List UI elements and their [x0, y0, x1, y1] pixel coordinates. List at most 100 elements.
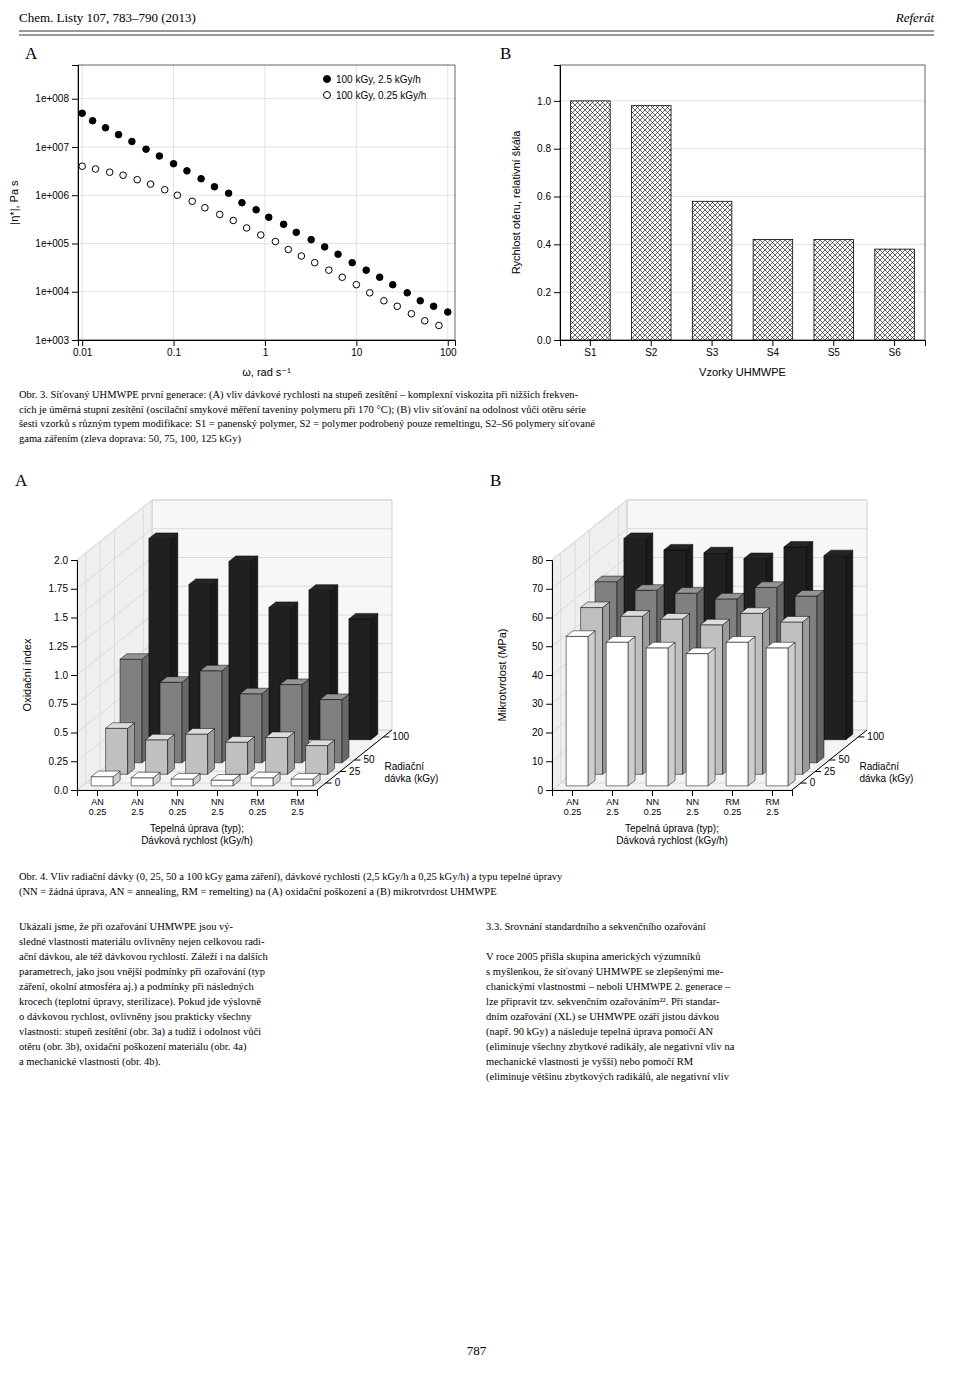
axis-title: Mikrotvrdost (MPa) [496, 629, 508, 722]
bar3d [211, 775, 240, 786]
tick-mark [815, 771, 821, 772]
tick: 20 [532, 727, 552, 738]
tick: 0.75 [49, 698, 77, 709]
tick-label: 0.75 [49, 698, 69, 709]
axis-line [561, 341, 926, 347]
bar-face [251, 778, 273, 786]
grid-line [82, 65, 83, 340]
point [211, 183, 218, 190]
bar-face [229, 556, 258, 562]
tick-mark [174, 340, 175, 346]
plot-frame [560, 65, 925, 340]
text-line: (eliminuje všechny zbytkové radikály, al… [486, 1041, 735, 1053]
tick-label: 25 [824, 766, 836, 777]
axis-line [317, 730, 392, 790]
bar [571, 101, 611, 340]
point [225, 190, 232, 197]
series [106, 723, 335, 775]
grid-line [115, 530, 355, 760]
grid [560, 101, 925, 340]
series [91, 771, 320, 786]
point [430, 303, 437, 310]
tick: 25 [815, 766, 836, 777]
tick: 100 [440, 340, 457, 358]
point [161, 186, 168, 193]
tick-mark [833, 340, 834, 346]
point [257, 232, 264, 239]
point [156, 153, 163, 160]
x-axis: 0.01 0.1 1 10 100 [73, 340, 457, 358]
panel-label: B [490, 471, 501, 490]
tick-mark [801, 783, 807, 784]
tick-label: AN0.25 [564, 797, 582, 817]
tick-mark [448, 340, 449, 346]
plot-frame [78, 65, 455, 340]
tick-mark [71, 790, 77, 791]
text-line: dním ozařování (XL) se UHMWPE ozáří jist… [486, 1011, 720, 1023]
series [79, 163, 442, 329]
background [0, 0, 953, 1377]
tick: RM0.25 [249, 790, 267, 817]
panel-label: B [500, 44, 511, 63]
tick-mark [355, 760, 361, 761]
tick: 100 [858, 731, 884, 742]
bar-face [624, 533, 653, 539]
chart: 0.00.250.50.751.01.251.51.752.0Oxidační … [21, 500, 438, 846]
tick-label: RM2.5 [291, 797, 305, 817]
tick-mark [72, 292, 78, 293]
tick-label: 100 [440, 347, 457, 358]
tick-label: S2 [645, 347, 658, 358]
grid-line [552, 500, 867, 560]
point [389, 281, 396, 288]
panes [552, 500, 867, 790]
bar-face [291, 779, 313, 786]
grid-line [560, 292, 925, 293]
tick: 0.1 [167, 340, 181, 358]
bar-face [744, 553, 773, 559]
tick-label: 1 [263, 347, 269, 358]
tick-label: 1e+005 [35, 238, 69, 249]
chart: 01020304050607080Mikrotvrdost (MPa)AN0.2… [496, 500, 913, 846]
tick: NN2.5 [686, 790, 699, 817]
tick-mark [590, 340, 591, 346]
tick-label: NN0.25 [644, 797, 662, 817]
bar-face [349, 619, 371, 740]
tick: 1e+004 [35, 286, 78, 297]
series [79, 110, 451, 315]
tick: 10 [532, 756, 552, 767]
tick-label: 0.25 [49, 756, 69, 767]
bar-face [686, 648, 715, 654]
x-axis: AN0.25AN2.5NN0.25NN2.5RM0.25RM2.5 [553, 790, 793, 817]
bar-face [701, 619, 730, 625]
tick: AN2.5 [131, 790, 144, 817]
y-axis: 0.00.20.40.60.81.0 [537, 66, 560, 346]
tick: 0.01 [73, 340, 93, 358]
bar-face [766, 642, 795, 648]
grid-line [77, 500, 392, 560]
tick-mark [265, 340, 266, 346]
tick-mark [297, 790, 298, 796]
tick-label: 1.25 [49, 641, 69, 652]
tick: 100 [383, 731, 409, 742]
tick-label: 60 [532, 612, 544, 623]
bar-face [606, 642, 628, 786]
axis-line [78, 791, 318, 797]
tick: 1 [263, 340, 269, 358]
bar-face [566, 631, 595, 637]
text-line: o dávkovou rychlost, ovlivněny jsou prak… [19, 1011, 252, 1022]
tick-mark [257, 790, 258, 796]
point [184, 168, 191, 175]
tick: 10 [351, 340, 363, 358]
text-line: (NN = žádná úprava, AN = annealing, RM =… [19, 886, 497, 898]
tick-label: AN2.5 [606, 797, 619, 817]
tick-mark [612, 790, 613, 796]
axis-line [71, 561, 78, 791]
tick-label: 0.6 [537, 191, 551, 202]
grid-line [264, 65, 265, 340]
text-line: V roce 2005 přišla skupina amerických vý… [486, 951, 701, 962]
tick-mark [97, 790, 98, 796]
text-line: ační dávkou, ale též dávkovou rychlostí.… [19, 951, 268, 962]
text-line: s myšlenkou, že síťovaný UHMWPE se zlepš… [486, 966, 724, 977]
point [404, 290, 411, 297]
tick-label: 1e+008 [35, 93, 69, 104]
